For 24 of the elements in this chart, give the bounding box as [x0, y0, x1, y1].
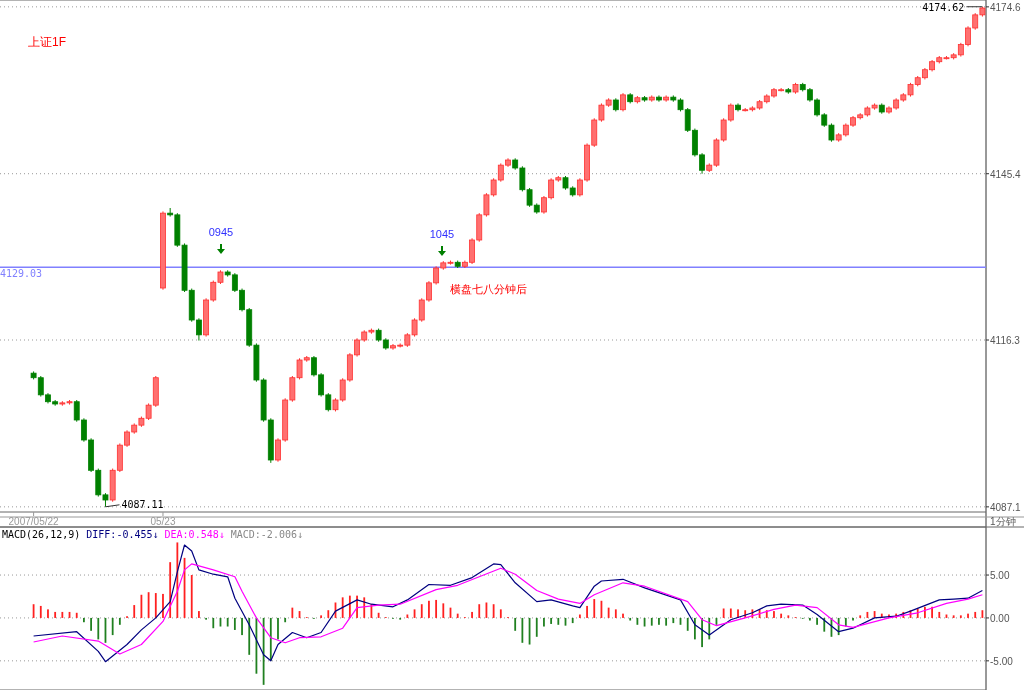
annotation: 4174.62	[922, 1, 965, 13]
annotation: 1045	[429, 228, 455, 240]
y-tick-label: 4145.4	[990, 168, 1022, 180]
y-tick-label: 4087.1	[990, 501, 1022, 513]
line-series	[33, 544, 983, 663]
x-tick-label: 2007/05/22	[8, 516, 60, 527]
annotation: 横盘七八分钟后	[450, 283, 527, 295]
text: DIFF:-0.455↓	[86, 529, 159, 540]
annotation: 4087.11	[121, 498, 164, 510]
line-series	[33, 563, 983, 655]
y-tick-label: 4116.3	[990, 335, 1021, 346]
ref-line-label: 4129.03	[0, 268, 43, 280]
x-tick-label: 05/23	[150, 516, 176, 527]
y-tick-label: 0.00	[990, 612, 1010, 624]
y-tick-label: -5.00	[990, 655, 1014, 667]
text: DEA:0.548↓	[164, 529, 225, 540]
chart-title: MACD(26,12,9)	[2, 529, 81, 540]
y-tick-label: 5.00	[990, 570, 1010, 582]
y-tick-label: 4174.6	[990, 1, 1022, 13]
text: 上证1F	[28, 35, 67, 49]
annotation: 0945	[208, 226, 234, 238]
annotation: MACD:-2.006↓	[230, 529, 303, 540]
candlestick	[620, 92, 626, 112]
x-axis-title: 1分钟	[990, 516, 1016, 527]
